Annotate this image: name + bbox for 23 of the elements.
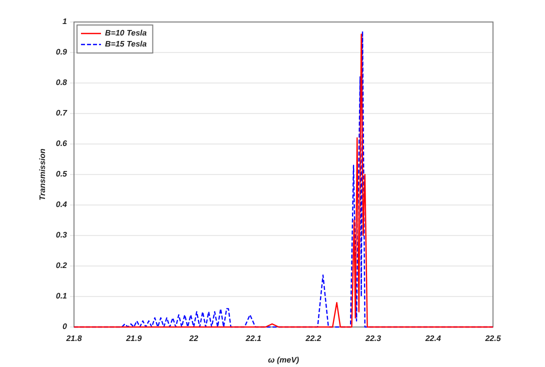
x-tick-label: 22.5: [484, 334, 502, 344]
x-tick-label: 22.2: [304, 334, 322, 344]
y-tick-label: 0.4: [56, 200, 68, 210]
y-tick-label: 0.1: [56, 292, 68, 301]
x-tick-label: 22.3: [364, 334, 382, 344]
x-axis-title: ω (meV): [268, 355, 300, 364]
x-tick-label: 22.4: [424, 334, 442, 344]
y-tick-label: 0.7: [56, 108, 68, 118]
legend-label: B=15 Tesla: [105, 40, 148, 49]
y-tick-label: 0.5: [56, 170, 68, 179]
y-tick-label: 0.3: [56, 230, 68, 240]
y-tick-label: 0.8: [56, 78, 68, 88]
y-tick-label: 0.9: [56, 48, 68, 57]
x-tick-label: 21.8: [65, 334, 82, 344]
x-tick-label: 22.1: [244, 334, 262, 344]
legend-label: B=10 Tesla: [105, 28, 148, 38]
y-tick-label: 0.2: [56, 261, 68, 270]
x-tick-label: 22: [188, 334, 199, 344]
y-tick-label: 0: [62, 322, 68, 332]
y-tick-label: 0.6: [56, 139, 68, 148]
y-axis-title: Transmission: [38, 148, 48, 200]
x-tick-label: 21.9: [125, 334, 142, 344]
y-tick-label: 1: [62, 17, 68, 26]
